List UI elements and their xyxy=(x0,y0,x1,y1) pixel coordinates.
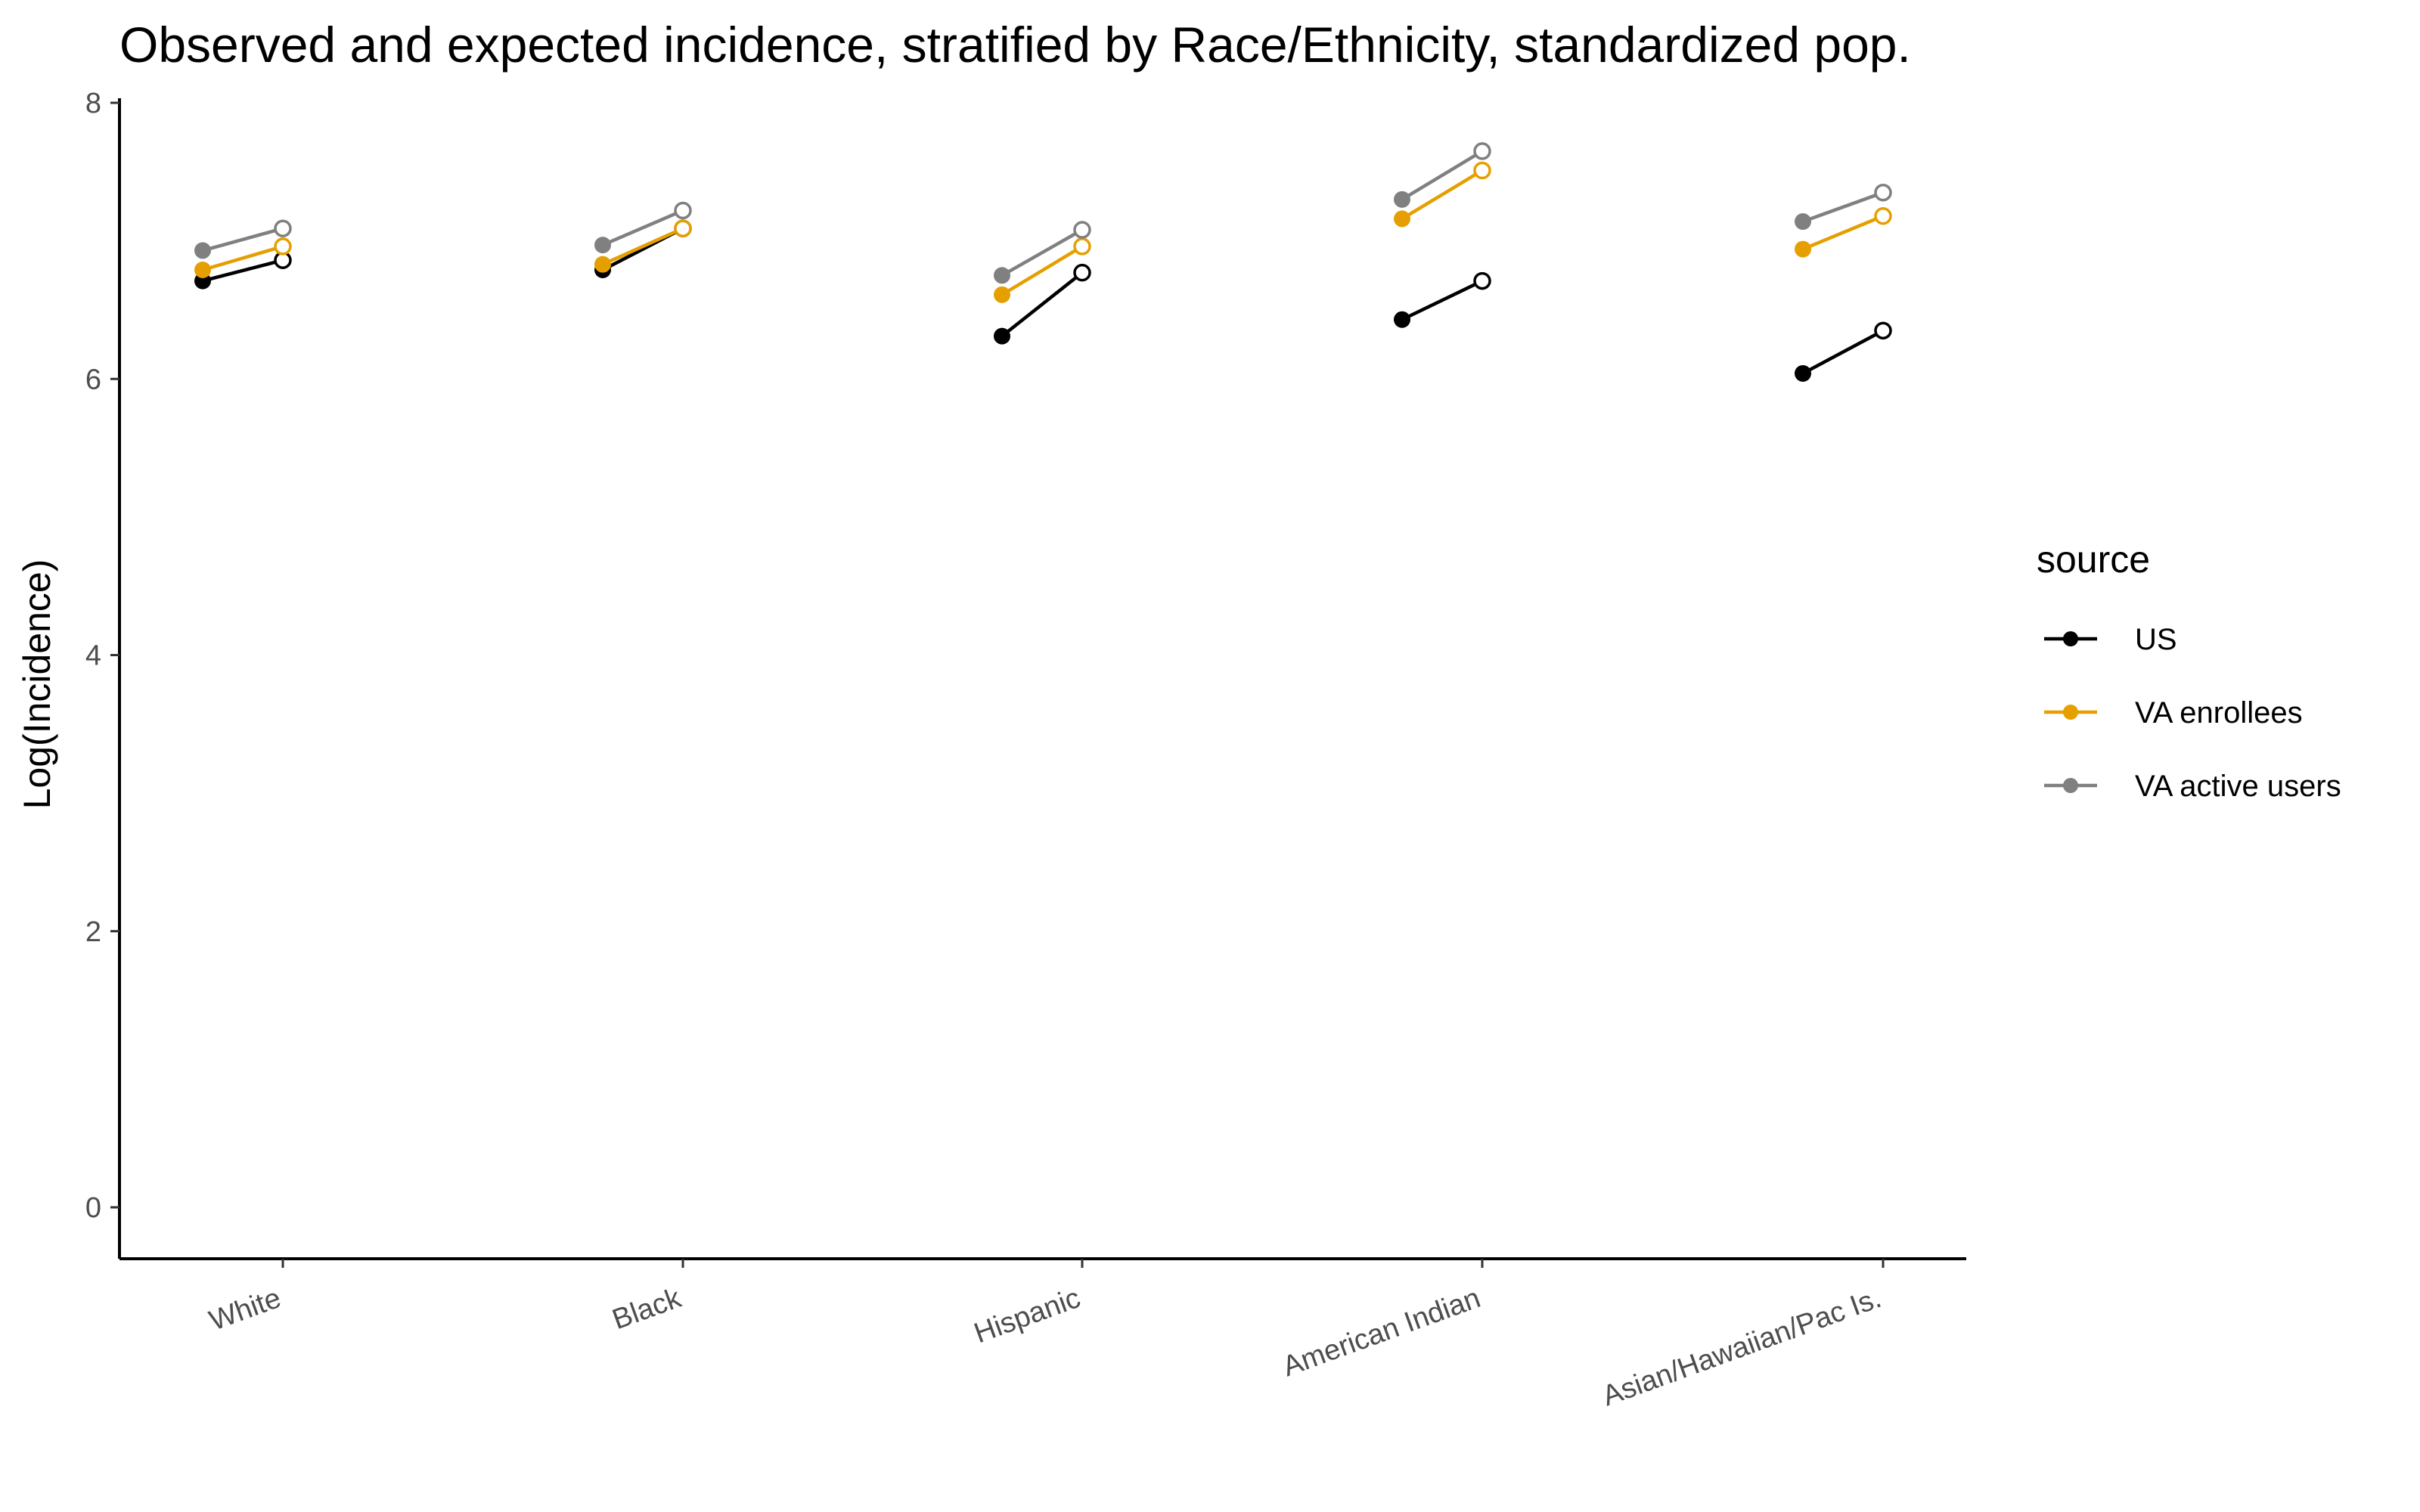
series-line-segment xyxy=(1401,279,1483,321)
series-line-segment xyxy=(202,227,284,253)
observed-point xyxy=(194,261,211,278)
series-us xyxy=(194,219,1892,382)
y-tick-label: 4 xyxy=(85,640,101,672)
observed-point xyxy=(194,242,211,259)
observed-point xyxy=(594,256,611,273)
chart-title: Observed and expected incidence, stratif… xyxy=(119,17,1911,73)
y-tick-label: 8 xyxy=(85,88,101,119)
series-line-segment xyxy=(1001,271,1084,338)
series-line-segment xyxy=(602,209,684,247)
series-layer xyxy=(194,142,1892,382)
axes: 0 2 4 6 8 White Black Hispanic American Indian As… xyxy=(85,88,1966,1412)
expected-point xyxy=(274,219,292,237)
series-line-segment xyxy=(202,244,284,272)
legend-label: VA active users xyxy=(2135,770,2341,803)
legend-key-point xyxy=(2063,631,2078,646)
legend-label: VA enrollees xyxy=(2135,696,2303,730)
observed-point xyxy=(1394,311,1410,328)
series-va-active-users xyxy=(194,142,1892,284)
expected-point xyxy=(674,201,692,220)
observed-point xyxy=(994,327,1010,345)
series-line-segment xyxy=(602,227,684,266)
expected-point xyxy=(1473,161,1491,180)
legend: source US VA enrollees VA active users xyxy=(2037,538,2341,803)
expected-point xyxy=(1073,237,1091,256)
expected-point xyxy=(1874,183,1892,202)
observed-point xyxy=(994,286,1010,303)
observed-point xyxy=(1394,191,1410,208)
series-line-segment xyxy=(1401,169,1484,221)
x-tick-label: Hispanic xyxy=(970,1282,1084,1349)
legend-label: US xyxy=(2135,623,2177,656)
expected-point xyxy=(1073,263,1091,282)
observed-point xyxy=(594,237,611,254)
series-line-segment xyxy=(1801,329,1885,375)
expected-point xyxy=(274,237,292,256)
y-tick-label: 2 xyxy=(85,916,101,948)
legend-key-point xyxy=(2063,705,2078,720)
observed-point xyxy=(1394,210,1410,228)
series-line-segment xyxy=(1401,149,1484,201)
expected-point xyxy=(674,219,692,237)
observed-point xyxy=(1795,240,1811,258)
expected-point xyxy=(1874,207,1892,225)
series-line-segment xyxy=(1001,228,1084,277)
y-tick-label: 6 xyxy=(85,364,101,395)
expected-point xyxy=(1473,142,1491,160)
series-line-segment xyxy=(202,259,284,283)
expected-point xyxy=(1473,271,1491,290)
expected-point xyxy=(1874,321,1892,340)
x-tick-label: Asian/Hawaiian/Pac Is. xyxy=(1599,1282,1886,1412)
observed-point xyxy=(1795,213,1811,231)
y-axis-label: Log(Incidence) xyxy=(16,559,58,810)
series-line-segment xyxy=(1001,245,1084,296)
legend-key-point xyxy=(2063,778,2078,793)
x-tick-label: Black xyxy=(608,1282,686,1337)
series-va-enrollees xyxy=(194,161,1892,303)
observed-point xyxy=(994,267,1010,284)
series-line-segment xyxy=(1802,191,1884,224)
observed-point xyxy=(1795,364,1811,382)
legend-title: source xyxy=(2037,538,2150,581)
y-tick-label: 0 xyxy=(85,1192,101,1224)
x-tick-label: American Indian xyxy=(1279,1282,1485,1383)
series-line-segment xyxy=(1802,214,1884,251)
expected-point xyxy=(1073,221,1091,239)
x-tick-label: White xyxy=(205,1282,285,1337)
